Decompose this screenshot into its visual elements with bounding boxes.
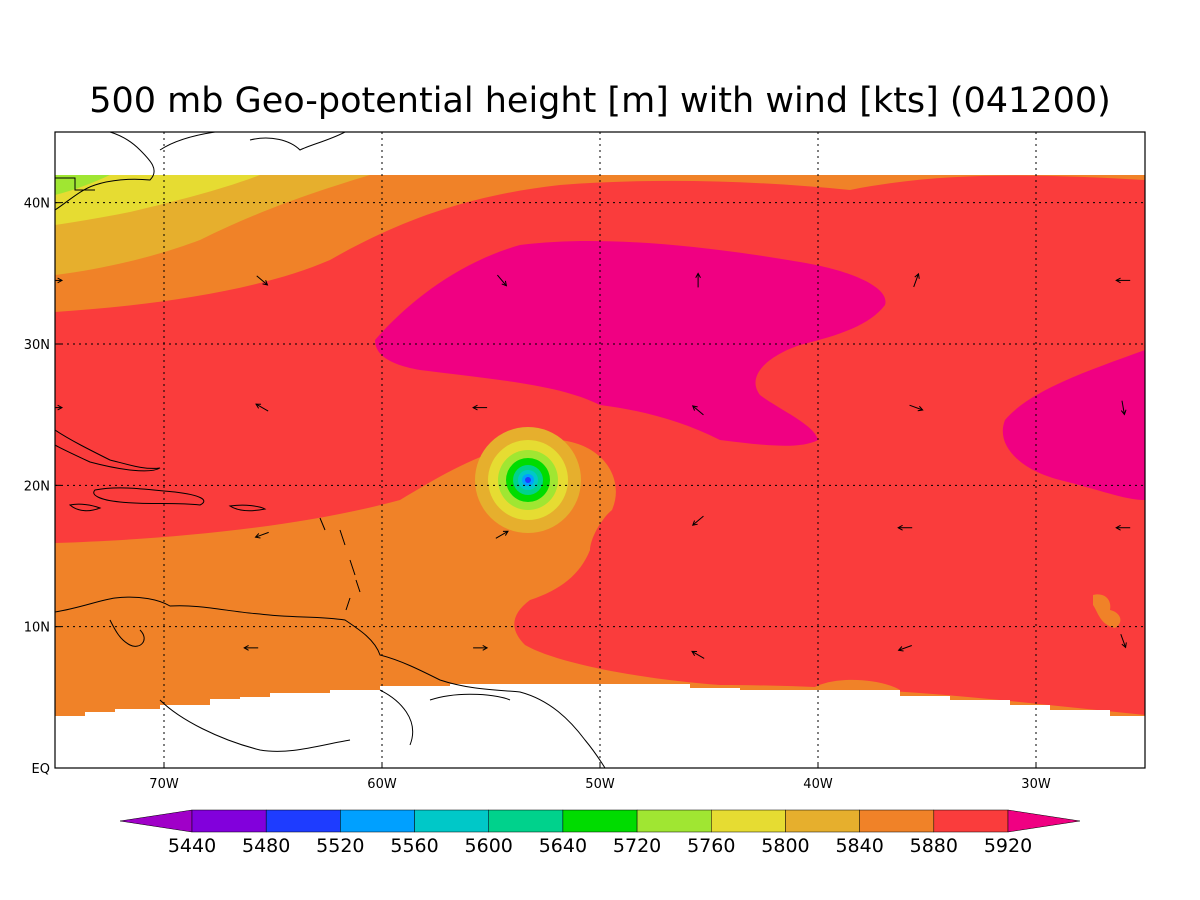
wind-arrow [255,403,269,412]
wind-arrow [1120,400,1127,416]
island-hispaniola [93,487,205,506]
map-grid [55,132,1145,768]
coast-guyana-border [379,689,511,746]
wind-arrow [254,531,269,539]
coastlines [55,132,606,768]
colorbar-swatch [859,809,935,833]
wind-arrow [1115,524,1131,531]
colorbar-swatch [265,809,341,833]
x-axis-ticks: 70W 60W 50W 40W 30W [149,762,1051,792]
colorbar: 5440 5480 5520 5560 5600 5640 5720 5760 5800 5840… [119,809,1081,857]
island-cuba [55,429,161,472]
field-patch-east [1093,594,1121,628]
wind-arrow [897,524,913,531]
colorbar-label: 5920 [984,835,1032,857]
colorbar-label: 5640 [539,835,587,857]
colorbar-label: 5720 [613,835,661,857]
colorbar-low-triangle [119,809,193,833]
field-5840-south [55,440,1145,765]
colorbar-label: 5840 [835,835,883,857]
x-tick-label: 60W [367,777,397,792]
colorbar-swatch [711,809,786,833]
wind-arrow [472,404,488,411]
colorbar-label: 5520 [316,835,364,857]
wind-arrow [909,404,924,412]
y-tick-label: EQ [32,762,50,777]
wind-arrow [497,274,508,287]
island-jamaica [68,503,102,512]
field-5760-band [55,175,260,225]
coast-venezuela-inland [109,619,145,647]
wind-arrow [691,515,704,526]
colorbar-swatch [414,809,489,833]
island-puerto-rico [228,504,267,512]
colorbar-swatch [636,809,712,833]
wind-arrow [55,404,64,411]
colorbar-swatch [488,809,564,833]
x-tick-label: 30W [1021,777,1051,792]
wind-arrow [1120,634,1127,649]
map-title: 500 mb Geo-potential height [m] with win… [89,81,1111,121]
coast-nova-scotia [159,132,216,151]
cyclone-low [475,427,581,533]
y-tick-label: 40N [24,197,50,212]
colorbar-label: 5600 [465,835,513,857]
wind-arrow [691,405,704,416]
wind-arrow [691,650,705,659]
field-5920-high [375,241,886,446]
colorbar-label: 5880 [910,835,958,857]
coast-south-america [55,596,606,768]
field-5920-east [1002,350,1145,500]
y-tick-label: 20N [24,479,50,494]
colorbar-label: 5440 [168,835,216,857]
colorbar-swatch [562,809,638,833]
colorbar-swatch [191,809,267,833]
coast-brazil-border [159,699,351,752]
y-tick-label: 30N [24,338,50,353]
x-tick-label: 70W [149,777,179,792]
colorbar-swatch [933,809,1009,833]
wind-arrow [695,272,701,288]
wind-arrow [897,645,912,652]
wind-arrow [256,275,269,286]
x-tick-label: 50W [585,777,615,792]
field-5720-band [55,175,110,195]
wind-arrow [55,277,64,284]
coast-north-america [55,132,155,211]
lesser-antilles [319,517,361,611]
coast-newengland [55,177,95,191]
y-tick-label: 10N [24,621,50,636]
colorbar-label: 5800 [761,835,809,857]
wind-arrow [473,645,489,651]
y-axis-ticks: EQ 10N 20N 30N 40N [24,197,61,777]
wind-arrow [1115,277,1131,284]
map-plot-area [55,132,1145,768]
wind-arrow [495,530,509,539]
colorbar-high-triangle [1007,809,1081,833]
colorbar-label: 5480 [242,835,290,857]
colorbar-label: 5760 [687,835,735,857]
wind-arrow [913,272,920,288]
colorbar-label: 5560 [390,835,438,857]
colorbar-swatch [340,809,415,833]
field-5840-north [55,175,1145,312]
wind-arrow [243,645,259,651]
x-tick-label: 40W [803,777,833,792]
wind-vectors [55,272,1131,659]
coast-newfoundland [249,132,346,151]
colorbar-swatch [785,809,860,833]
field-patch-south [810,679,900,690]
